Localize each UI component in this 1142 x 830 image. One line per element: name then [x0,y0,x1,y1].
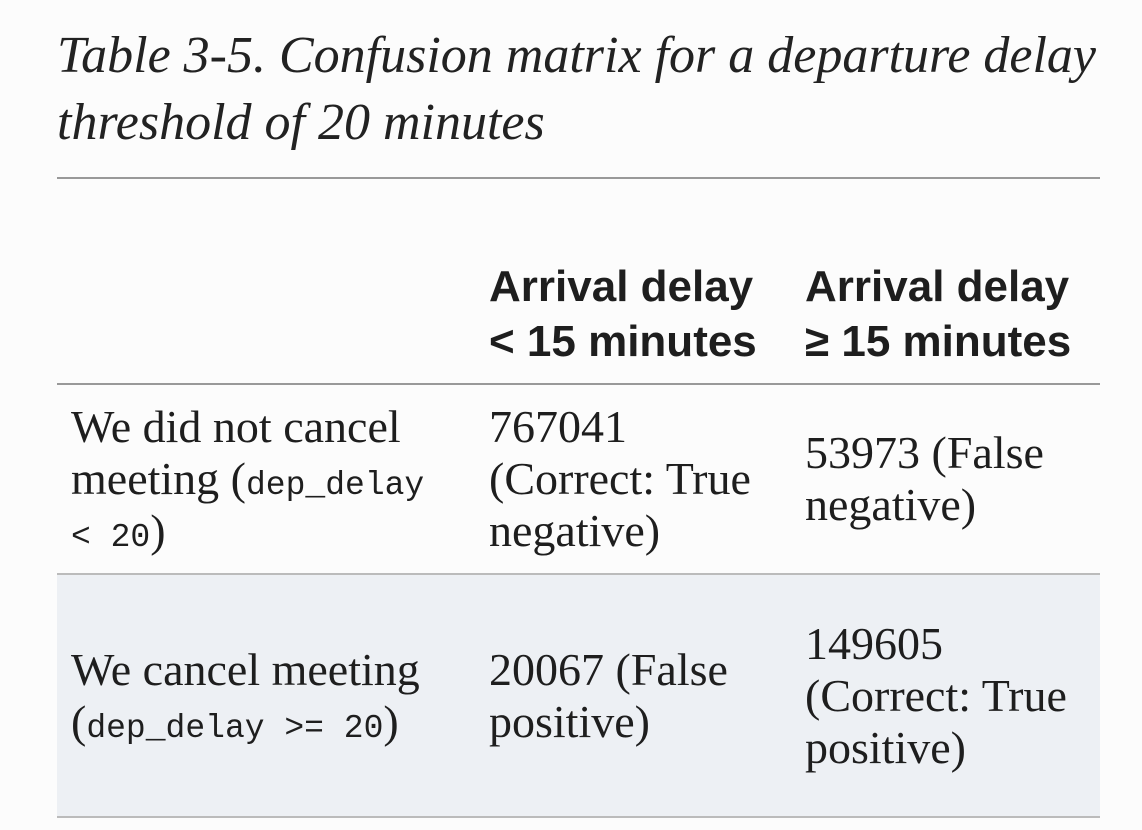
cell: 149605 (Correct: True positive) [791,574,1100,818]
row-label: We cancel meeting (dep_delay >= 20) [57,574,475,818]
cell: 767041 (Correct: True negative) [475,384,791,575]
label-text: We cancel meeting ( [71,643,420,747]
table-body: We did not cancel meeting (dep_delay < 2… [57,384,1100,818]
cell: 53973 (False negative) [791,384,1100,575]
cell: 20067 (False positive) [475,574,791,818]
label-code: dep_delay < 20 [71,467,425,556]
confusion-table: Arrival delay < 15 minutes Arrival delay… [57,177,1100,818]
header-row: Arrival delay < 15 minutes Arrival delay… [57,177,1100,385]
label-text: We did not cancel meeting ( [71,401,401,504]
table-title: Table 3-5. Confusion matrix for a depart… [57,27,1097,151]
label-code: dep_delay >= 20 [86,709,384,747]
label-text: ) [150,505,166,556]
label-text: ) [383,695,399,747]
table-head: Arrival delay < 15 minutes Arrival delay… [57,177,1100,385]
header-cell: Arrival delay < 15 minutes [475,177,791,385]
row: We cancel meeting (dep_delay >= 20) 2006… [57,574,1100,818]
corner-cell [57,177,475,385]
row: We did not cancel meeting (dep_delay < 2… [57,384,1100,575]
row-label: We did not cancel meeting (dep_delay < 2… [57,384,475,575]
header-cell: Arrival delay ≥ 15 minutes [791,177,1100,385]
